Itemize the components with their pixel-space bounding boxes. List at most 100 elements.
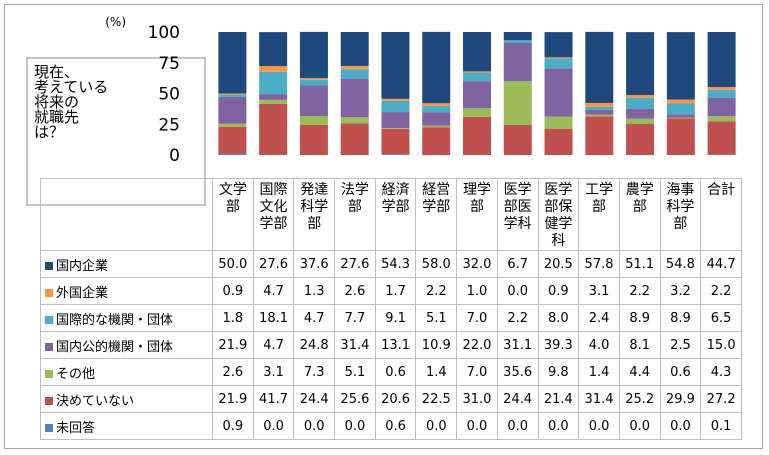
category-cell: 国際文化学部 [252,178,295,251]
value-cell: 3.2 [659,277,702,305]
value-cell: 1.8 [212,304,254,332]
value-cell: 1.3 [293,277,336,305]
series-row: その他 2.6 3.1 7.3 5.1 0.6 1.4 7.0 35.6 9.8 1.4 4.4 0.6… [40,358,742,386]
bar-segment [218,96,247,124]
value-cell: 0.0 [456,412,498,440]
value-cell: 24.8 [293,331,336,359]
bar-segment [707,89,736,98]
value-cell: 0.0 [578,412,620,440]
bar-segment [666,118,695,155]
legend-label: 未回答 [56,420,96,436]
legend-cell: 国内企業 [40,250,213,278]
bar-segment [544,57,573,59]
bar-segment [218,123,247,127]
bar-segment [340,123,369,155]
value-cell: 9.8 [537,358,580,386]
bar-segment [626,118,655,125]
bar-segment [544,32,573,58]
value-cell: 58.0 [415,250,458,278]
value-cell: 0.0 [496,412,539,440]
bar-segment [666,117,695,119]
bar-segment [503,42,532,82]
category-label: 経済学部 [381,182,410,215]
bar-segment [503,81,532,125]
value-cell: 41.7 [252,385,295,413]
value-cell: 2.2 [415,277,458,305]
legend-swatch [45,396,53,405]
value-cell: 21.9 [212,385,254,413]
bar-segment [259,66,288,72]
value-cell: 50.0 [212,250,254,278]
value-cell: 0.0 [334,412,376,440]
value-cell: 31.1 [496,331,539,359]
bar-segment [299,124,328,155]
question-line: 就職先 [34,108,79,126]
category-cell: 合計 [700,178,742,251]
value-cell: 0.9 [212,277,254,305]
bar-segment [259,103,288,155]
value-cell: 51.1 [618,250,661,278]
data-table: 文学部 国際文化学部 発達科学部 法学部 経済学部 経営学部 理学部 医学部医学科 医学部保健学… [40,178,742,440]
value-cell: 4.3 [700,358,742,386]
value-cell: 0.0 [659,412,702,440]
category-label: 海事科学部 [666,182,695,232]
legend-swatch [45,315,53,324]
bar-segment [259,99,288,104]
series-row: 国際的な機関・団体 1.8 18.1 4.7 7.7 9.1 5.1 7.0 2.2 8.0 2.4… [40,304,742,332]
bar-segment [707,116,736,122]
category-label: 合計 [707,182,736,198]
bar-segment [544,128,573,155]
category-cell: 法学部 [334,178,376,251]
value-cell: 8.1 [618,331,661,359]
value-cell: 8.9 [618,304,661,332]
bar-segment [666,32,695,100]
y-unit: (%) [105,15,126,29]
value-cell: 21.9 [212,331,254,359]
value-cell: 31.0 [456,385,498,413]
category-label: 工学部 [585,182,614,215]
legend-cell: 未回答 [40,412,213,440]
value-cell: 20.6 [374,385,417,413]
legend-cell: 決めていない [40,385,213,413]
series-row: 外国企業 0.9 4.7 1.3 2.6 1.7 2.2 1.0 0.0 0.9 3.1 2.2 3.2… [40,277,742,305]
value-cell: 8.0 [537,304,580,332]
bar-segment [707,32,736,87]
value-cell: 29.9 [659,385,702,413]
series-row: 未回答 0.9 0.0 0.0 0.0 0.6 0.0 0.0 0.0 0.0 0.0 0.0 0.0 0… [40,412,742,440]
value-cell: 54.8 [659,250,702,278]
value-cell: 3.1 [252,358,295,386]
category-cell: 医学部保健学科 [537,178,580,251]
legend-cell: 外国企業 [40,277,213,305]
value-cell: 6.5 [700,304,742,332]
value-cell: 25.2 [618,385,661,413]
bar-segment [218,153,247,155]
value-cell: 21.4 [537,385,580,413]
value-cell: 0.0 [415,412,458,440]
value-cell: 39.3 [537,331,580,359]
value-cell: 0.0 [293,412,336,440]
value-cell: 3.1 [578,277,620,305]
value-cell: 9.1 [374,304,417,332]
bar-segment [707,86,736,90]
bar-segment [259,71,288,95]
value-cell: 4.7 [293,304,336,332]
category-label: 発達科学部 [300,182,329,232]
legend-cell: 国際的な機関・団体 [40,304,213,332]
question-line: は？ [34,123,64,141]
category-label: 農学部 [625,182,654,215]
value-cell: 31.4 [334,331,376,359]
legend-swatch [45,342,53,351]
value-cell: 0.6 [659,358,702,386]
legend-cell: その他 [40,358,213,386]
value-cell: 22.5 [415,385,458,413]
bar-segment [626,94,655,98]
bar-segment [585,116,614,155]
value-cell: 37.6 [293,250,336,278]
bar-segment [585,31,614,103]
category-label: 経営学部 [422,182,451,215]
category-label: 医学部医学科 [503,182,532,232]
bar-segment [585,106,614,110]
question-line: 現在、 [34,63,79,81]
bar-segment [463,72,491,82]
legend-cell: 国内公的機関・団体 [40,331,213,359]
